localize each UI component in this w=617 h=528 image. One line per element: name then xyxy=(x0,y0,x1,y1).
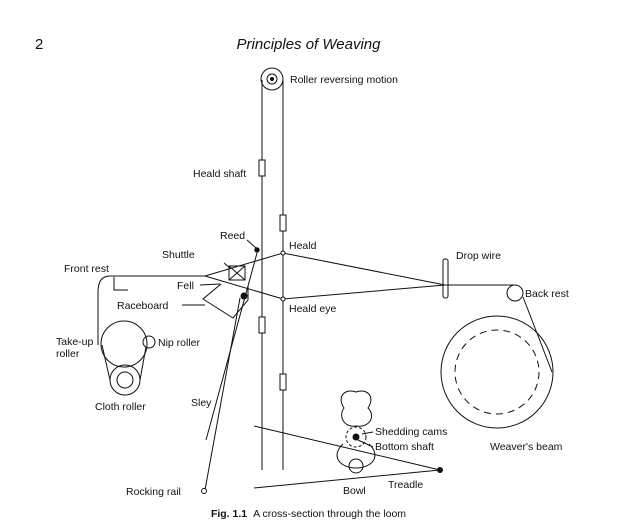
shedding-mechanism xyxy=(253,390,443,489)
label-heald: Heald xyxy=(289,240,317,252)
label-roller-reversing-motion: Roller reversing motion xyxy=(290,74,398,86)
label-drop-wire: Drop wire xyxy=(456,250,501,262)
label-nip-roller: Nip roller xyxy=(158,337,201,349)
label-back-rest: Back rest xyxy=(525,288,569,300)
label-sley: Sley xyxy=(191,397,212,409)
caption-text: A cross-section through the loom xyxy=(253,508,407,520)
roller-reversing-pulley xyxy=(260,67,284,91)
cloth-path xyxy=(97,275,205,345)
page-number: 2 xyxy=(35,36,44,53)
sley-arm xyxy=(201,297,241,494)
label-shedding-cams: Shedding cams xyxy=(375,426,447,438)
leader-lines xyxy=(182,239,374,448)
label-bottom-shaft: Bottom shaft xyxy=(375,441,434,453)
weavers-beam xyxy=(440,296,554,429)
drop-wire xyxy=(442,258,449,299)
label-take-up-roller-line2: roller xyxy=(56,348,80,360)
label-treadle: Treadle xyxy=(388,479,423,491)
figure-caption: Fig. 1.1 A cross-section through the loom xyxy=(0,508,617,520)
label-heald-eye: Heald eye xyxy=(289,303,336,315)
label-reed: Reed xyxy=(220,230,245,242)
label-cloth-roller: Cloth roller xyxy=(95,401,146,413)
warp-sheet xyxy=(204,250,514,302)
caption-label: Fig. 1.1 xyxy=(210,508,248,520)
raceboard xyxy=(202,283,249,319)
label-fell: Fell xyxy=(177,280,194,292)
label-weavers-beam: Weaver's beam xyxy=(490,441,563,453)
back-rest xyxy=(506,284,524,302)
running-head: Principles of Weaving xyxy=(236,36,381,53)
label-take-up-roller-line1: Take-up xyxy=(56,336,94,348)
label-bowl: Bowl xyxy=(343,485,366,497)
heald-shafts xyxy=(258,80,287,470)
take-up-rollers xyxy=(100,320,156,396)
reed-and-shuttle xyxy=(205,247,260,441)
label-front-rest: Front rest xyxy=(64,263,109,275)
label-rocking-rail: Rocking rail xyxy=(126,486,181,498)
label-heald-shaft: Heald shaft xyxy=(193,168,246,180)
label-raceboard: Raceboard xyxy=(117,300,169,312)
label-shuttle: Shuttle xyxy=(162,249,195,261)
